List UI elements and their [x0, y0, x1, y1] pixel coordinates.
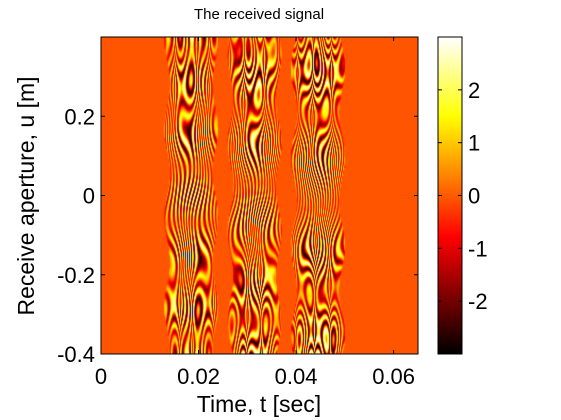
colorbar-tick-label: -2 [468, 289, 488, 314]
y-axis-ticks: -0.4 -0.2 0 0.2 [57, 104, 418, 367]
heatmap-area [101, 37, 418, 354]
colorbar-tick-label: 1 [468, 131, 480, 156]
colorbar: -2 -1 0 1 2 [437, 36, 488, 355]
x-axis-ticks: 0 0.02 0.04 0.06 [95, 37, 415, 389]
x-tick-label: 0.06 [372, 364, 415, 389]
x-axis-label: Time, t [sec] [197, 391, 321, 417]
x-tick-label: 0.02 [177, 364, 220, 389]
heatmap-image [101, 37, 418, 354]
x-tick-label: 0 [95, 364, 107, 389]
chart-title: The received signal [194, 6, 324, 23]
colorbar-tick-label: 0 [468, 184, 480, 209]
colorbar-tick-label: 2 [468, 78, 480, 103]
colorbar-ticks: -2 -1 0 1 2 [438, 78, 488, 314]
colorbar-tick-label: -1 [468, 236, 488, 261]
x-tick-label: 0.04 [275, 364, 318, 389]
y-tick-label: 0.2 [64, 104, 95, 129]
y-tick-label: -0.2 [57, 263, 95, 288]
y-tick-label: -0.4 [57, 342, 95, 367]
y-axis-label: Receive aperture, u [m] [13, 76, 39, 315]
y-tick-label: 0 [83, 184, 95, 209]
